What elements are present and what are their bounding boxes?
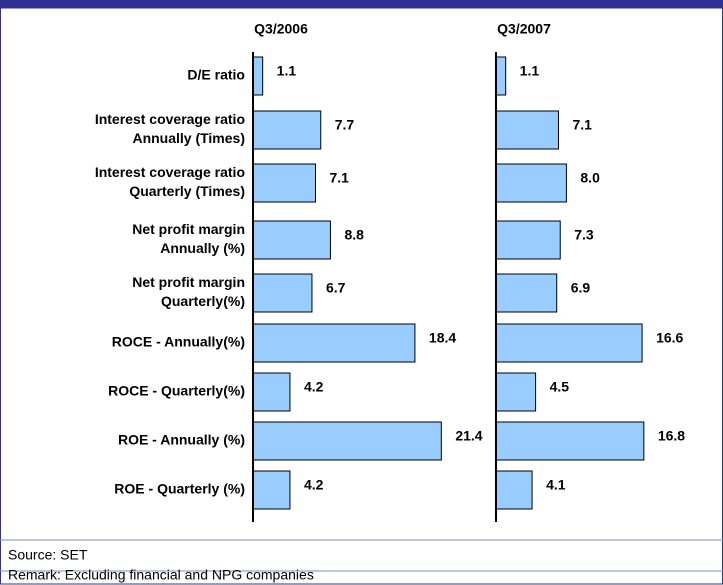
value-label: 1.1 <box>520 63 540 79</box>
category-label: Annually (%) <box>160 240 245 256</box>
frame <box>0 7 723 585</box>
category-label: Interest coverage ratio <box>95 111 245 127</box>
value-label: 7.7 <box>335 117 355 133</box>
value-label: 1.1 <box>277 63 297 79</box>
bar <box>495 56 507 96</box>
bar <box>495 163 567 203</box>
bar <box>495 273 558 313</box>
value-label: 4.2 <box>304 477 324 493</box>
value-label: 16.6 <box>656 330 683 346</box>
bar <box>495 470 533 510</box>
bar <box>495 421 645 461</box>
bar <box>252 273 313 313</box>
value-label: 7.3 <box>574 227 594 243</box>
remark-note: Remark: Excluding financial and NPG comp… <box>8 567 314 583</box>
value-label: 16.8 <box>658 428 685 444</box>
category-label: Quarterly(%) <box>161 293 245 309</box>
bar <box>252 56 264 96</box>
source-note: Source: SET <box>8 547 88 563</box>
bar <box>495 323 643 363</box>
value-label: 8.8 <box>344 227 364 243</box>
bar <box>252 421 442 461</box>
category-label: ROE - Annually (%) <box>118 432 245 448</box>
value-label: 8.0 <box>580 170 600 186</box>
bar <box>252 110 322 150</box>
value-label: 4.1 <box>546 477 566 493</box>
top-band <box>0 0 723 8</box>
panel-title: Q3/2006 <box>254 21 308 37</box>
bar <box>252 470 291 510</box>
category-label: ROCE - Annually(%) <box>112 334 245 350</box>
category-label: Annually (Times) <box>132 130 245 146</box>
value-label: 18.4 <box>429 330 456 346</box>
value-label: 4.5 <box>550 379 570 395</box>
value-label: 21.4 <box>455 428 482 444</box>
category-label: ROCE - Quarterly(%) <box>108 383 245 399</box>
bar <box>252 323 416 363</box>
bar <box>252 163 316 203</box>
bar <box>252 372 291 412</box>
category-label: Quarterly (Times) <box>129 183 245 199</box>
category-label: Interest coverage ratio <box>95 164 245 180</box>
category-label: ROE - Quarterly (%) <box>114 481 245 497</box>
bar <box>495 220 561 260</box>
value-label: 4.2 <box>304 379 324 395</box>
bar <box>252 220 331 260</box>
category-label: Net profit margin <box>132 274 245 290</box>
value-label: 7.1 <box>572 117 592 133</box>
value-label: 6.7 <box>326 280 346 296</box>
bar <box>495 372 537 412</box>
category-label: Net profit margin <box>132 221 245 237</box>
panel-title: Q3/2007 <box>497 21 551 37</box>
category-label: D/E ratio <box>187 67 245 83</box>
bar <box>495 110 559 150</box>
value-label: 6.9 <box>571 280 591 296</box>
value-label: 7.1 <box>329 170 349 186</box>
